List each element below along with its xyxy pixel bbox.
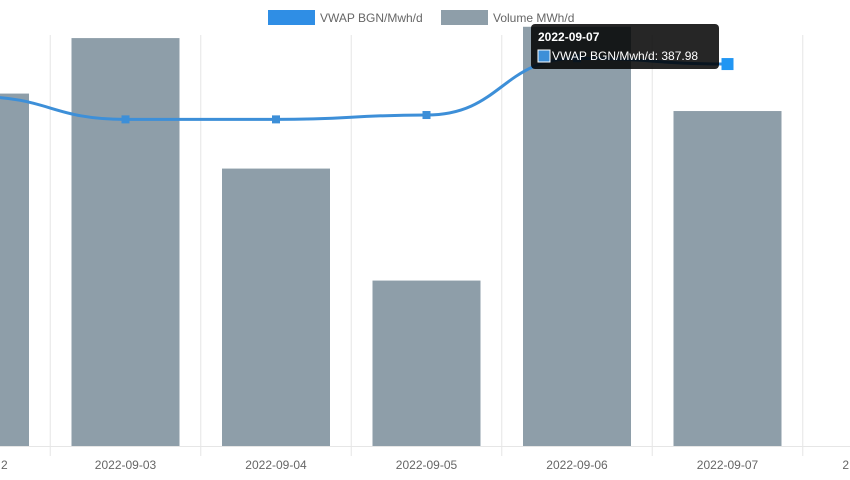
- volume-bar[interactable]: [523, 26, 631, 447]
- tooltip: 2022-09-07 VWAP BGN/Mwh/d: 387.98: [531, 24, 719, 69]
- tooltip-label: VWAP BGN/Mwh/d: 387.98: [552, 49, 698, 63]
- volume-bar[interactable]: [673, 111, 782, 446]
- x-axis-tick-labels: 2 2022-09-03 2022-09-04 2022-09-05 2022-09-0…: [1, 458, 849, 472]
- x-tick-label: 2022-09-04: [245, 458, 307, 472]
- volume-bar[interactable]: [222, 168, 330, 446]
- tooltip-background: [531, 24, 719, 69]
- tooltip-color-box: [537, 49, 551, 63]
- legend-swatch-vwap[interactable]: [268, 10, 315, 25]
- x-tick-label: 2022-09-05: [396, 458, 458, 472]
- legend-swatch-volume[interactable]: [441, 10, 488, 25]
- x-tick-label: 2: [842, 458, 849, 472]
- legend-label-vwap[interactable]: VWAP BGN/Mwh/d: [320, 11, 423, 25]
- volume-bar[interactable]: [71, 38, 180, 447]
- vwap-point[interactable]: [272, 115, 280, 124]
- x-tick-label: 2022-09-03: [95, 458, 157, 472]
- vwap-point-active[interactable]: [721, 58, 734, 71]
- legend-label-volume[interactable]: Volume MWh/d: [493, 11, 574, 25]
- volume-bar[interactable]: [372, 280, 481, 446]
- x-tick-label: 2: [1, 458, 8, 472]
- volume-bar[interactable]: [0, 93, 29, 446]
- x-tick-label: 2022-09-07: [697, 458, 759, 472]
- volume-bars: [0, 26, 782, 447]
- x-tick-label: 2022-09-06: [546, 458, 608, 472]
- vwap-point[interactable]: [121, 115, 130, 124]
- chart-legend: VWAP BGN/Mwh/d Volume MWh/d: [268, 10, 574, 25]
- grid-lines: [0, 35, 850, 456]
- vwap-point[interactable]: [422, 111, 431, 120]
- tooltip-title: 2022-09-07: [538, 30, 600, 44]
